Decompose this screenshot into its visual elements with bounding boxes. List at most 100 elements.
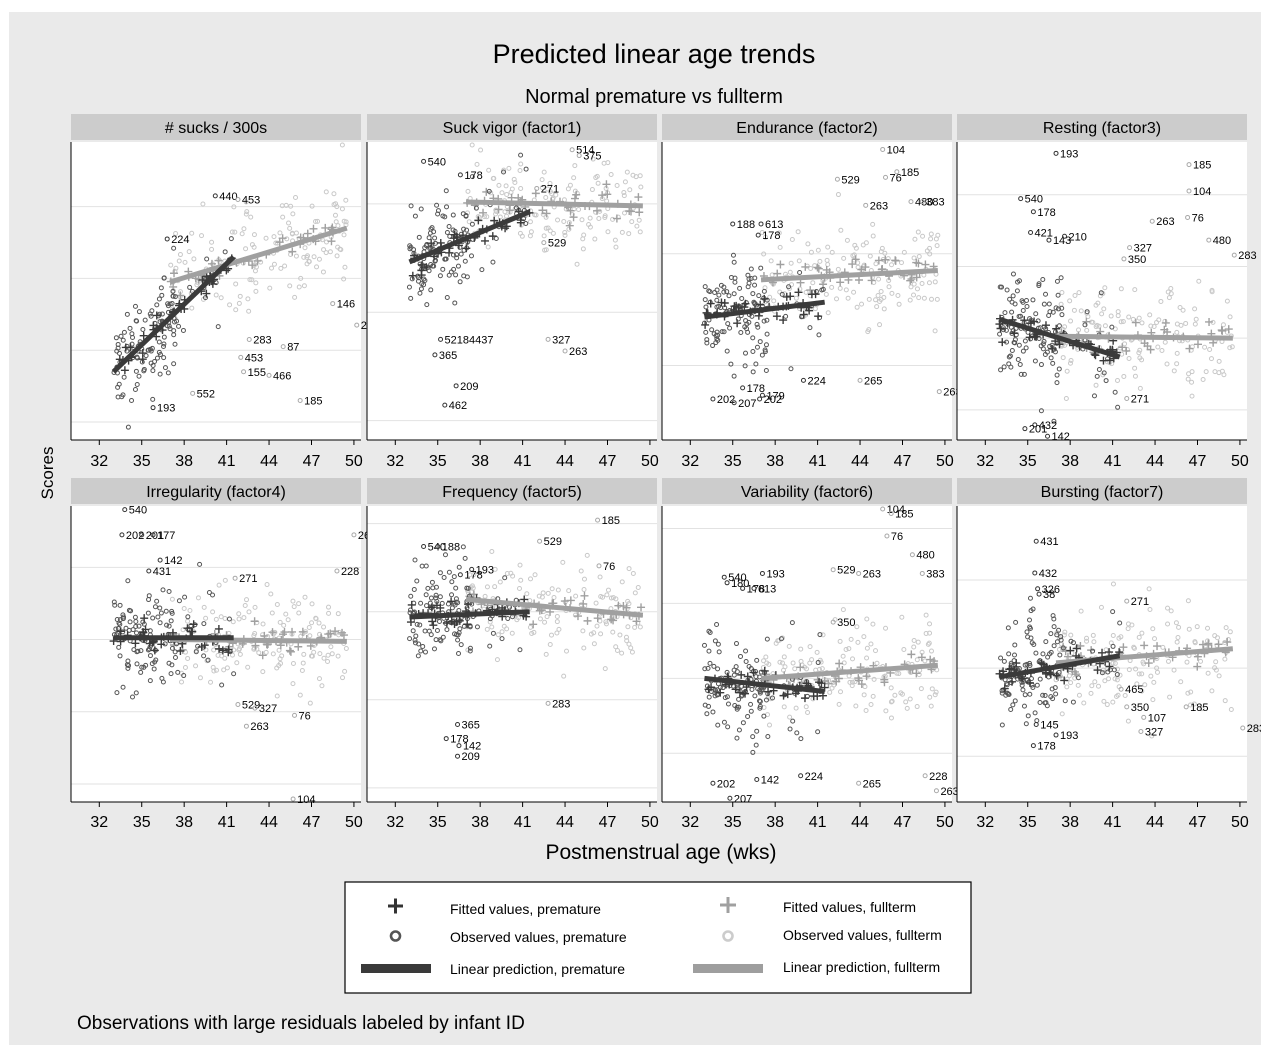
data-point-fitted-fullterm [285,646,294,655]
data-point-observed-fullterm [1067,360,1073,366]
data-point-observed-premature [1018,371,1024,377]
data-point-observed-premature [408,203,414,209]
data-point-observed-fullterm [1149,733,1155,739]
data-point-observed-premature [1010,702,1016,708]
trend-line-fullterm [1055,333,1233,341]
point-label: 209 [460,381,478,393]
labeled-point [710,396,716,402]
data-point-observed-fullterm [1151,679,1157,685]
labeled-point [1118,686,1124,692]
data-point-fitted-premature [176,647,185,656]
data-point-observed-fullterm [296,610,302,616]
data-point-observed-fullterm [637,624,643,630]
x-tick-label: 41 [218,814,236,831]
data-point-observed-fullterm [934,243,940,249]
data-point-fitted-fullterm [514,193,523,202]
labeled-point [922,773,928,779]
point-label: 207 [734,793,752,805]
data-point-observed-fullterm [244,597,250,603]
data-point-observed-fullterm [243,199,249,205]
data-point-observed-fullterm [808,249,814,255]
data-point-observed-premature [434,628,440,634]
data-point-observed-premature [763,342,769,348]
data-point-observed-fullterm [562,232,568,238]
data-point-observed-fullterm [1121,373,1127,379]
data-point-observed-premature [452,300,458,306]
data-point-fitted-fullterm [1205,317,1214,326]
data-point-observed-fullterm [608,172,614,178]
x-tick-label: 35 [429,453,447,470]
data-point-observed-premature [134,381,140,387]
data-point-fitted-premature [1060,676,1069,685]
data-point-observed-fullterm [1112,660,1118,666]
data-point-fitted-fullterm [250,617,259,626]
data-point-observed-fullterm [1192,306,1198,312]
data-point-observed-premature [725,724,731,730]
data-point-observed-fullterm [1158,298,1164,304]
data-point-observed-premature [762,347,768,353]
data-point-observed-premature [451,266,457,272]
data-point-observed-premature [1002,310,1008,316]
labeled-point [354,322,360,328]
data-point-observed-premature [193,649,199,655]
data-point-observed-premature [754,344,760,350]
data-point-observed-fullterm [870,221,876,227]
data-point-observed-fullterm [281,622,287,628]
data-point-observed-premature [750,749,756,755]
data-point-fitted-fullterm [806,286,815,295]
data-point-observed-premature [124,348,130,354]
data-point-observed-premature [162,365,168,371]
data-point-observed-premature [205,657,211,663]
data-point-observed-premature [1037,676,1043,682]
data-point-observed-premature [1019,298,1025,304]
data-point-observed-fullterm [329,651,335,657]
labeled-point [235,702,241,708]
data-point-observed-premature [167,326,173,332]
data-point-observed-premature [439,600,445,606]
data-point-fitted-premature [706,299,715,308]
data-point-observed-fullterm [239,231,245,237]
data-point-observed-fullterm [274,602,280,608]
data-point-observed-fullterm [588,631,594,637]
data-point-observed-premature [794,730,800,736]
data-point-observed-fullterm [859,301,865,307]
panel-2: Suck vigor (factor1)54017852184437365209… [366,114,659,470]
data-point-observed-premature [765,733,771,739]
data-point-fitted-fullterm [867,276,876,285]
data-point-observed-premature [161,344,167,350]
data-point-observed-fullterm [503,183,509,189]
x-ticks: 32 35 38 41 44 47 50 [386,802,659,831]
labeled-point [856,570,862,576]
data-point-observed-fullterm [798,658,804,664]
data-point-observed-fullterm [892,692,898,698]
point-label: 202 [126,530,144,542]
data-point-observed-fullterm [790,660,796,666]
data-point-observed-fullterm [934,296,940,302]
data-point-observed-premature [705,665,711,671]
data-point-observed-fullterm [290,598,296,604]
labeled-point [1138,729,1144,735]
data-point-observed-fullterm [1174,639,1180,645]
data-point-observed-premature [159,311,165,317]
labeled-point [432,352,438,358]
data-point-fitted-premature [754,311,763,320]
data-point-observed-fullterm [1102,285,1108,291]
data-point-observed-fullterm [911,281,917,287]
point-labels: 5401801931786132241422022071041857648052… [710,504,959,805]
data-point-observed-fullterm [478,147,484,153]
data-point-fitted-fullterm [832,677,841,686]
data-point-observed-premature [518,152,524,158]
data-point-observed-premature [455,263,461,269]
x-tick-label: 35 [429,814,447,831]
data-point-observed-fullterm [1200,376,1206,382]
data-point-fitted-fullterm [331,627,340,636]
data-point-observed-fullterm [866,296,872,302]
data-point-observed-fullterm [837,638,843,644]
data-point-observed-premature [120,337,126,343]
data-point-observed-premature [136,309,142,315]
data-point-observed-fullterm [543,225,549,231]
labeled-point [1033,721,1039,727]
labeled-point [164,236,170,242]
data-point-observed-fullterm [877,322,883,328]
data-point-observed-fullterm [561,673,567,679]
